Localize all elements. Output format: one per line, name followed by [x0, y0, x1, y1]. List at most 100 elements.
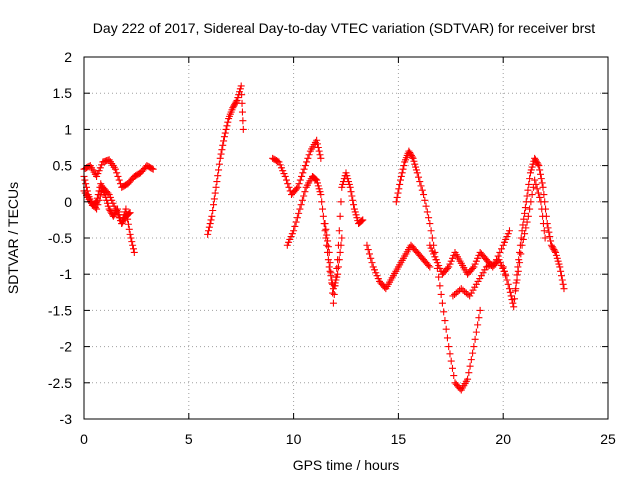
series-s8	[363, 241, 434, 293]
data-point	[516, 248, 524, 256]
data-point	[428, 234, 436, 242]
data-point	[238, 99, 246, 107]
data-point	[496, 248, 504, 256]
data-point	[489, 260, 497, 268]
data-point	[517, 250, 525, 258]
data-point	[411, 160, 419, 168]
data-point	[498, 262, 506, 270]
data-point	[469, 349, 477, 357]
data-point	[392, 198, 400, 206]
data-point	[286, 235, 294, 243]
data-point	[350, 205, 358, 213]
data-point	[482, 263, 490, 271]
x-tick-label: 0	[80, 431, 88, 447]
data-point	[477, 272, 485, 280]
data-point	[433, 259, 441, 267]
data-point	[304, 154, 312, 162]
data-point	[521, 230, 529, 238]
y-tick-label: -3	[60, 411, 73, 427]
data-point	[345, 180, 353, 188]
data-point	[443, 334, 451, 342]
data-point	[224, 118, 232, 126]
data-point	[396, 180, 404, 188]
data-point	[279, 167, 287, 175]
data-point	[319, 205, 327, 213]
y-tick-label: -2.5	[48, 375, 72, 391]
data-point	[300, 192, 308, 200]
data-point	[476, 306, 484, 314]
data-point	[547, 241, 555, 249]
data-point	[229, 104, 237, 112]
x-axis-label: GPS time / hours	[293, 457, 400, 473]
data-point	[125, 225, 133, 233]
y-tick-label: 1.5	[53, 85, 73, 101]
data-point	[127, 234, 135, 242]
data-point	[446, 260, 454, 268]
data-point	[445, 343, 453, 351]
data-point	[427, 227, 435, 235]
data-point	[421, 196, 429, 204]
data-point	[223, 122, 231, 130]
data-point	[114, 211, 122, 219]
data-point	[395, 185, 403, 193]
data-point	[277, 164, 285, 172]
data-point	[324, 256, 332, 264]
data-point	[469, 264, 477, 272]
data-point	[527, 166, 535, 174]
data-point	[95, 196, 103, 204]
data-point	[291, 222, 299, 230]
data-point	[295, 180, 303, 188]
data-point	[528, 191, 536, 199]
data-point	[219, 141, 227, 149]
data-point	[532, 157, 540, 165]
data-point	[313, 136, 321, 144]
data-point	[282, 176, 290, 184]
data-point	[324, 243, 332, 251]
data-point	[222, 125, 230, 133]
data-point	[506, 288, 514, 296]
data-point	[426, 263, 434, 271]
data-point	[409, 154, 417, 162]
data-point	[428, 247, 436, 255]
data-point	[82, 180, 90, 188]
data-point	[292, 218, 300, 226]
data-point	[95, 167, 103, 175]
y-tick-label: -2	[60, 339, 73, 355]
data-point	[293, 185, 301, 193]
data-point	[230, 101, 238, 109]
data-point	[464, 290, 472, 298]
data-point	[484, 262, 492, 270]
data-point	[437, 290, 445, 298]
data-point	[239, 117, 247, 125]
data-point	[537, 175, 545, 183]
data-point	[334, 270, 342, 278]
data-point	[314, 182, 322, 190]
data-point	[528, 163, 536, 171]
data-point	[280, 170, 288, 178]
data-point	[552, 251, 560, 259]
data-point	[336, 248, 344, 256]
data-point	[399, 165, 407, 173]
data-point	[322, 234, 330, 242]
data-point	[400, 162, 408, 170]
data-point	[549, 244, 557, 252]
data-point	[524, 186, 532, 194]
data-point	[499, 263, 507, 271]
data-point	[539, 212, 547, 220]
data-point	[114, 172, 122, 180]
data-point	[115, 176, 123, 184]
data-point	[498, 245, 506, 253]
data-point	[328, 279, 336, 287]
data-point	[472, 280, 480, 288]
data-point	[558, 276, 566, 284]
data-point	[329, 289, 337, 297]
data-point	[451, 290, 459, 298]
data-point	[544, 224, 552, 232]
data-point	[479, 269, 487, 277]
data-point	[122, 205, 130, 213]
data-point	[459, 286, 467, 294]
data-point	[334, 263, 342, 271]
data-point	[407, 150, 415, 158]
data-point	[521, 204, 529, 212]
data-point	[110, 202, 118, 210]
